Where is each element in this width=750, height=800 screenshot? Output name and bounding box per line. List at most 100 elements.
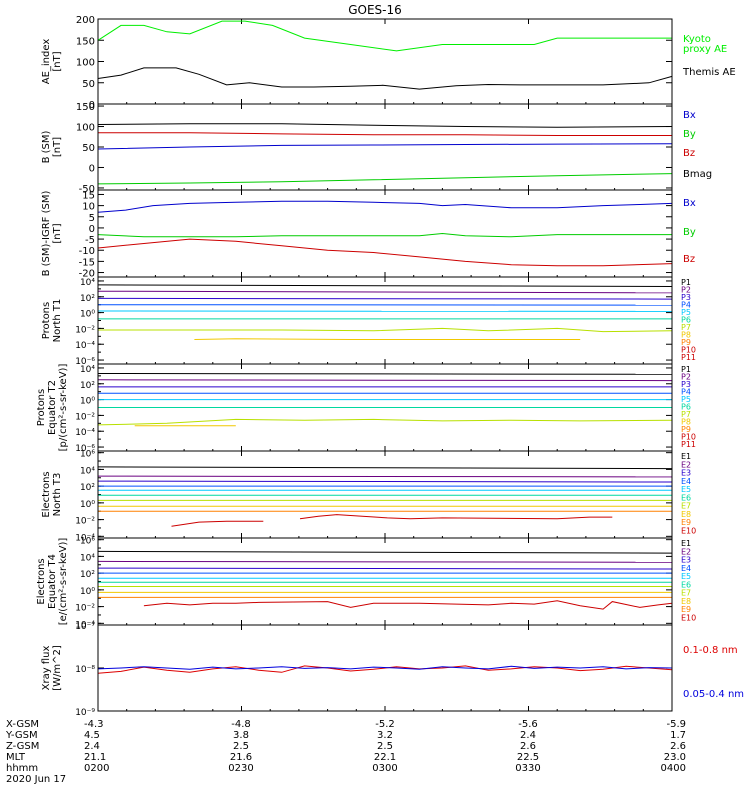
ephemeris-value: 3.8 <box>233 730 249 741</box>
series-line-bz <box>98 132 672 136</box>
y-tick-label: 10⁻² <box>75 517 95 527</box>
y-tick-label: 100 <box>76 123 95 134</box>
legend-label: P2 <box>681 285 691 294</box>
legend-label: By <box>683 129 696 140</box>
legend-label: Bmag <box>683 169 712 180</box>
legend-label: E1 <box>681 539 691 548</box>
legend-label: E8 <box>681 510 691 519</box>
ephemeris-value: 0330 <box>515 763 540 774</box>
series-line-p2 <box>97 290 673 294</box>
y-axis-label: B (SM)[nT] <box>41 130 63 163</box>
y-axis-label-line: Protons <box>41 302 52 339</box>
legend-label: E10 <box>681 614 696 623</box>
y-tick-label: 10⁴ <box>80 553 95 563</box>
series-line-e3 <box>97 567 673 570</box>
y-tick-label: 15 <box>82 190 95 201</box>
legend-label: P9 <box>681 338 691 347</box>
legend-label: E5 <box>681 485 691 494</box>
y-tick-label: 10⁻⁷ <box>75 622 95 632</box>
y-tick-label: 10² <box>80 381 95 391</box>
y-axis-label-line: [e/(cm²-s-sr-keV)] <box>58 538 69 626</box>
ephemeris-value: 22.5 <box>517 752 539 763</box>
y-axis-label-line: [p/(cm²-s-sr-keV)] <box>58 364 69 452</box>
legend-label: E4 <box>681 477 691 486</box>
series-line-e3 <box>97 480 673 483</box>
panel-4: 10⁻⁶ 10⁻⁴ 10⁻² 10⁰ 10² 10⁴ ProtonsNorth T1 P1P2… <box>41 276 696 367</box>
y-axis-label-line: B (SM) <box>41 130 52 163</box>
y-axis-label: B (SM)-IGRF (SM)[nT] <box>41 191 63 277</box>
y-axis-label-line: B (SM)-IGRF (SM) <box>41 191 52 277</box>
legend-label: E6 <box>681 493 691 502</box>
ephemeris-value: -5.2 <box>375 719 395 730</box>
y-axis-label: ElectronsNorth T3 <box>41 471 63 517</box>
legend-label: P11 <box>681 440 696 449</box>
legend-label: E7 <box>681 502 691 511</box>
y-tick-label: 10⁻⁸ <box>75 665 95 675</box>
y-tick-label: 5 <box>89 213 95 224</box>
legend-label: 0.1-0.8 nm <box>683 645 738 656</box>
legend-label: E2 <box>681 547 691 556</box>
y-axis-label-line: North T1 <box>52 299 63 343</box>
y-tick-label: 10 <box>82 202 95 213</box>
series-line-p8 <box>194 338 581 340</box>
panel-frame <box>97 537 673 626</box>
y-tick-label: 10⁶ <box>80 450 95 460</box>
ephemeris-value: 1.7 <box>670 730 686 741</box>
ephemeris-value: -5.9 <box>666 719 686 730</box>
legend-label: P7 <box>681 323 691 332</box>
ephemeris-value: 0400 <box>661 763 686 774</box>
y-axis-label: ProtonsEquator T2[p/(cm²-s-sr-keV)] <box>36 364 69 452</box>
legend-label: P6 <box>681 402 691 411</box>
ephemeris-value: 23.0 <box>664 752 686 763</box>
series-line-p1 <box>97 284 673 287</box>
legend-label: E10 <box>681 527 696 536</box>
ephemeris-value: 22.1 <box>374 752 396 763</box>
ephemeris-row-label: hhmm <box>6 763 38 774</box>
ephemeris-value: -4.8 <box>231 719 251 730</box>
legend-label: P2 <box>681 372 691 381</box>
y-axis-label-line: Electrons <box>41 471 52 517</box>
legend-label: Bx <box>683 110 696 121</box>
y-tick-label: 10⁰ <box>80 587 95 597</box>
legend-label: P4 <box>681 387 691 396</box>
ephemeris-value: -5.6 <box>518 719 538 730</box>
y-tick-label: 10⁻⁴ <box>75 533 95 543</box>
legend-label: 0.05-0.4 nm <box>683 689 744 700</box>
y-tick-label: 150 <box>76 36 95 47</box>
y-axis-label-line: [nT] <box>52 223 63 243</box>
panel-frame <box>97 624 673 712</box>
panel-5: 10⁻⁶ 10⁻⁴ 10⁻² 10⁰ 10² 10⁴ ProtonsEquator T2[p… <box>36 363 696 454</box>
y-tick-label: 200 <box>76 15 95 26</box>
legend-label: P1 <box>681 365 691 374</box>
series-line-bmag <box>97 123 673 128</box>
legend-label: E8 <box>681 597 691 606</box>
y-tick-label: 10² <box>80 570 95 580</box>
series-line-e10 <box>171 514 613 527</box>
y-tick-label: 10⁰ <box>80 500 95 510</box>
legend-label: Bz <box>683 148 695 159</box>
y-axis-label: AE_index[nT] <box>41 39 63 85</box>
legend-label: Themis AE <box>682 67 736 78</box>
legend-label: P6 <box>681 315 691 324</box>
y-tick-label: 10⁻² <box>75 412 95 422</box>
series-line-e1 <box>97 550 673 554</box>
y-tick-label: -50 <box>79 184 95 195</box>
ephemeris-value: 2.5 <box>233 741 249 752</box>
panel-7: 10⁻⁴ 10⁻² 10⁰ 10² 10⁴ 10⁶ ElectronsEquator T4[… <box>36 537 696 631</box>
legend-label: P5 <box>681 308 691 317</box>
y-tick-label: 10⁴ <box>80 466 95 476</box>
y-axis-label-line: AE_index <box>41 39 52 85</box>
legend-label: E1 <box>681 452 691 461</box>
series-line-e10 <box>143 600 673 610</box>
y-tick-label: 10⁴ <box>80 365 95 375</box>
y-axis-label-line: Equator T2 <box>47 380 58 435</box>
legend-label: P9 <box>681 425 691 434</box>
ephemeris-row-label: MLT <box>6 752 26 763</box>
legend-label: P8 <box>681 417 691 426</box>
ephemeris-date: 2020 Jun 17 <box>6 774 66 785</box>
y-tick-label: -20 <box>79 269 95 280</box>
series-line-0-1-0-8-nm <box>97 665 673 674</box>
series-line-themis-ae <box>97 67 673 90</box>
